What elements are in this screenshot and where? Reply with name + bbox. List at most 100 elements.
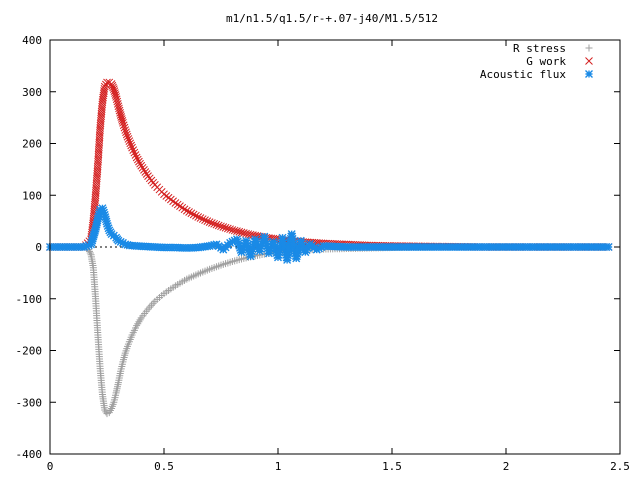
data-point bbox=[135, 157, 143, 166]
data-point bbox=[103, 219, 111, 228]
data-point bbox=[125, 137, 134, 145]
data-point bbox=[212, 220, 221, 229]
data-point bbox=[178, 203, 187, 212]
data-point bbox=[235, 241, 244, 250]
data-point bbox=[194, 213, 203, 221]
data-point bbox=[226, 238, 235, 247]
data-point bbox=[99, 208, 108, 217]
data-point bbox=[98, 204, 107, 213]
data-point bbox=[604, 243, 613, 251]
data-point bbox=[255, 247, 264, 256]
data-point bbox=[103, 78, 111, 87]
data-point bbox=[221, 223, 230, 232]
data-point bbox=[210, 219, 219, 228]
data-point bbox=[82, 242, 91, 251]
legend-marker bbox=[585, 44, 593, 52]
series-acoustic-flux bbox=[46, 204, 613, 264]
data-point bbox=[180, 205, 189, 214]
data-point bbox=[86, 249, 94, 257]
data-point bbox=[147, 301, 155, 309]
data-point bbox=[312, 245, 321, 254]
data-point bbox=[235, 227, 244, 236]
data-point bbox=[112, 93, 120, 101]
data-point bbox=[130, 148, 139, 157]
y-tick-label: 400 bbox=[22, 34, 42, 47]
data-point bbox=[252, 237, 261, 246]
y-tick-label: -200 bbox=[16, 345, 43, 358]
data-point bbox=[99, 206, 108, 215]
y-tick-label: 200 bbox=[22, 138, 42, 151]
data-point bbox=[104, 224, 113, 233]
data-point bbox=[265, 246, 274, 255]
data-point bbox=[128, 143, 136, 152]
data-point bbox=[112, 95, 121, 104]
data-point bbox=[201, 216, 209, 224]
data-point bbox=[120, 123, 129, 132]
data-point bbox=[219, 223, 228, 231]
plot-frame bbox=[49, 39, 621, 455]
data-point bbox=[176, 202, 184, 210]
data-point bbox=[129, 146, 138, 154]
data-point bbox=[253, 240, 262, 248]
data-point bbox=[80, 243, 89, 251]
data-point bbox=[228, 226, 237, 234]
data-point bbox=[239, 243, 248, 252]
data-point bbox=[118, 117, 127, 125]
data-point bbox=[223, 224, 232, 233]
data-point bbox=[196, 214, 205, 222]
x-tick-label: 0 bbox=[47, 460, 54, 473]
y-tick-label: -100 bbox=[16, 293, 43, 306]
data-point bbox=[119, 121, 128, 130]
data-point bbox=[315, 244, 324, 253]
data-point bbox=[114, 102, 123, 111]
data-point bbox=[233, 237, 242, 246]
data-point bbox=[192, 211, 200, 220]
data-point bbox=[185, 208, 193, 216]
data-point bbox=[234, 239, 243, 248]
data-point bbox=[114, 236, 123, 245]
y-tick-label: -300 bbox=[16, 396, 43, 409]
x-tick-label: 2 bbox=[503, 460, 510, 473]
legend-label: Acoustic flux bbox=[480, 68, 566, 81]
data-point bbox=[298, 241, 307, 250]
data-point bbox=[217, 222, 225, 231]
legend-marker bbox=[585, 57, 593, 65]
legend-label: R stress bbox=[513, 42, 566, 55]
data-point bbox=[317, 243, 326, 252]
data-point bbox=[228, 237, 237, 246]
data-point bbox=[149, 299, 157, 307]
axis-tick-labels: 0 0.5 1 1.5 2 2.5 400 300 200 100 0 -100 -200 -300 -40… bbox=[16, 34, 630, 473]
y-tick-label: 0 bbox=[35, 241, 42, 254]
x-tick-label: 1 bbox=[275, 460, 282, 473]
data-point bbox=[203, 217, 212, 225]
data-point bbox=[116, 237, 125, 246]
data-point bbox=[297, 239, 306, 248]
y-tick-label: 100 bbox=[22, 189, 42, 202]
data-point bbox=[124, 135, 133, 143]
data-point bbox=[226, 225, 234, 234]
data-point bbox=[121, 126, 130, 134]
data-point bbox=[171, 199, 180, 207]
data-point bbox=[131, 151, 140, 159]
data-point bbox=[258, 239, 267, 248]
data-point bbox=[113, 100, 122, 108]
data-point bbox=[198, 215, 207, 223]
y-tick-label: 300 bbox=[22, 86, 42, 99]
data-point bbox=[239, 229, 248, 237]
data-point bbox=[251, 235, 260, 244]
data-point bbox=[119, 118, 127, 127]
data-point bbox=[256, 244, 265, 253]
data-point bbox=[233, 227, 241, 236]
data-point bbox=[115, 104, 123, 113]
data-point bbox=[296, 236, 305, 245]
data-point bbox=[257, 242, 266, 251]
data-point bbox=[146, 303, 154, 311]
data-point bbox=[187, 209, 196, 218]
data-point bbox=[103, 221, 112, 230]
data-point bbox=[237, 248, 246, 257]
data-point bbox=[133, 155, 142, 164]
data-point bbox=[101, 406, 109, 414]
data-point bbox=[264, 249, 273, 258]
